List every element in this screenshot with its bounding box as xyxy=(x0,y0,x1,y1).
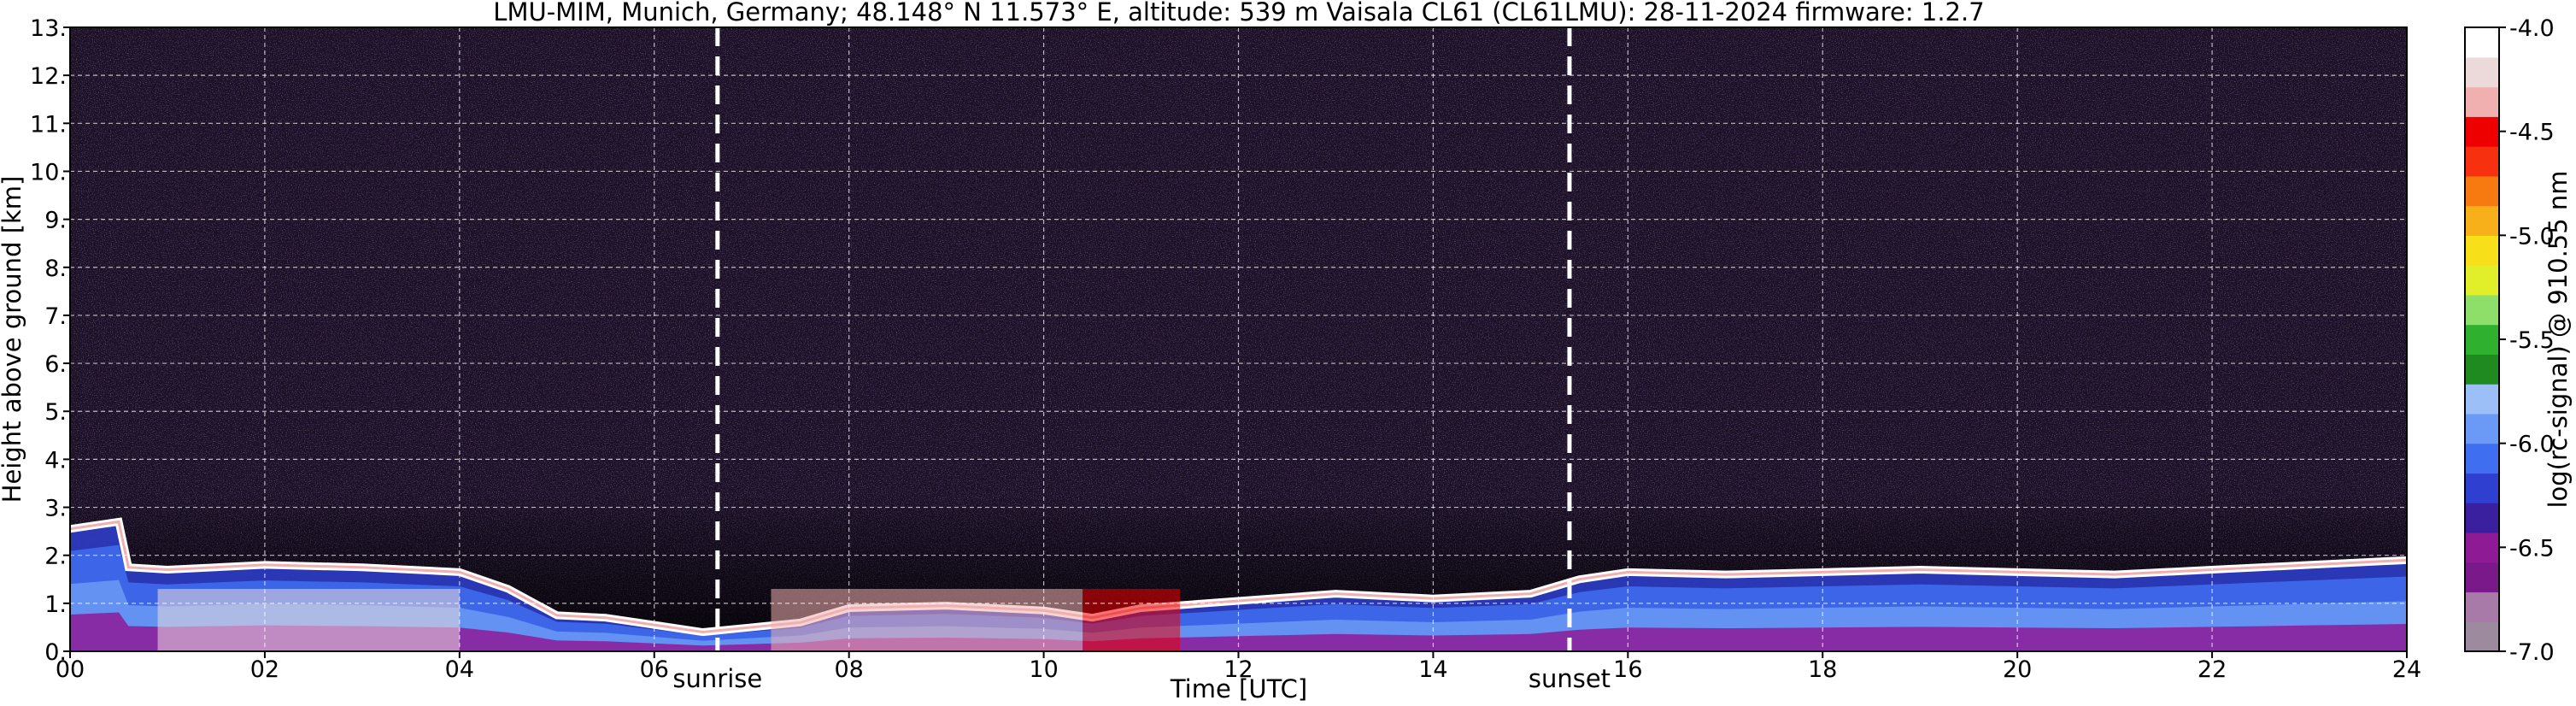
sunset-label: sunset xyxy=(1529,664,1611,693)
chart-title: LMU-MIM, Munich, Germany; 48.148° N 11.5… xyxy=(493,0,1984,26)
x-tick-label: 00 xyxy=(56,656,85,683)
colorbar-swatch xyxy=(2465,205,2499,236)
strong-signal-1 xyxy=(771,589,1083,651)
strong-signal-2 xyxy=(1083,589,1181,651)
y-tick-label: 1. xyxy=(44,591,67,618)
colorbar-tick-label: -5.5 xyxy=(2509,327,2555,354)
colorbar-tick-label: -7.0 xyxy=(2509,639,2555,666)
colorbar-swatch xyxy=(2465,294,2499,326)
colorbar-swatch xyxy=(2465,473,2499,503)
y-axis: 0. 1. 2. 3. 4. 5. 6. 7. 8. 9. 10. 11. 12. 13. xyxy=(30,15,70,666)
grid-lines xyxy=(70,27,2407,651)
x-tick-label: 02 xyxy=(250,656,279,683)
y-tick-label: 11. xyxy=(30,111,67,138)
x-axis: 00 02 04 06 08 10 12 14 16 18 20 22 24 xyxy=(56,651,2421,683)
y-tick-label: 8. xyxy=(44,256,67,282)
colorbar-swatch xyxy=(2465,324,2499,355)
colorbar-swatch xyxy=(2465,27,2499,58)
colorbar-swatch xyxy=(2465,175,2499,207)
colorbar-swatch xyxy=(2465,591,2499,622)
x-tick-label: 10 xyxy=(1029,656,1058,683)
colorbar-swatch xyxy=(2465,562,2499,593)
colorbar-swatch xyxy=(2465,621,2499,652)
y-tick-label: 2. xyxy=(44,544,67,570)
boundary-layer xyxy=(70,517,2407,651)
colorbar-tick-label: -4.5 xyxy=(2509,120,2555,146)
colorbar-swatch xyxy=(2465,384,2499,415)
event-markers xyxy=(715,27,1572,651)
y-tick-label: 7. xyxy=(44,303,67,330)
y-axis-label: Height above ground [km] xyxy=(0,176,26,503)
colorbar-swatch xyxy=(2465,413,2499,444)
x-tick-label: 16 xyxy=(1613,656,1642,683)
colorbar-swatch xyxy=(2465,532,2499,563)
y-tick-label: 5. xyxy=(44,399,67,426)
colorbar-swatch xyxy=(2465,503,2499,533)
y-tick-label: 4. xyxy=(44,447,67,474)
y-tick-label: 13. xyxy=(30,15,67,42)
colorbar: -4.0 -4.5 -5.0 -5.5 -6.0 -6.5 -7.0 xyxy=(2464,15,2555,666)
y-tick-label: 6. xyxy=(44,351,67,378)
x-tick-label: 04 xyxy=(445,656,474,683)
sunrise-label: sunrise xyxy=(672,664,762,693)
colorbar-tick-label: -4.0 xyxy=(2509,15,2555,42)
y-tick-label: 0. xyxy=(44,639,67,666)
colorbar-tick-label: -6.0 xyxy=(2509,432,2555,458)
colorbar-swatch xyxy=(2465,235,2499,266)
colorbar-tick-label: -6.5 xyxy=(2509,535,2555,562)
strong-signal-0 xyxy=(157,589,460,651)
colorbar-swatch xyxy=(2465,443,2499,474)
colorbar-swatch xyxy=(2465,354,2499,385)
x-tick-label: 18 xyxy=(1808,656,1837,683)
colorbar-label: log(rc-signal) @ 910.55 nm xyxy=(2544,170,2573,508)
boundary-band-3 xyxy=(70,612,2407,651)
y-tick-label: 3. xyxy=(44,496,67,522)
colorbar-swatch xyxy=(2465,265,2499,296)
x-tick-label: 06 xyxy=(640,656,669,683)
x-axis-label: Time [UTC] xyxy=(1170,674,1307,703)
x-tick-label: 24 xyxy=(2392,656,2421,683)
y-tick-label: 12. xyxy=(30,63,67,90)
colorbar-swatch xyxy=(2465,86,2499,117)
x-tick-label: 22 xyxy=(2198,656,2227,683)
y-tick-label: 10. xyxy=(30,159,67,185)
x-tick-label: 20 xyxy=(2003,656,2032,683)
x-tick-label: 08 xyxy=(834,656,863,683)
colorbar-swatch xyxy=(2465,116,2499,147)
plot-area xyxy=(70,27,2407,651)
colorbar-swatch xyxy=(2465,56,2499,88)
colorbar-tick-label: -5.0 xyxy=(2509,223,2555,250)
x-tick-label: 14 xyxy=(1418,656,1447,683)
x-tick-label: 12 xyxy=(1223,656,1253,683)
y-tick-label: 9. xyxy=(44,208,67,234)
colorbar-swatch xyxy=(2465,146,2499,177)
